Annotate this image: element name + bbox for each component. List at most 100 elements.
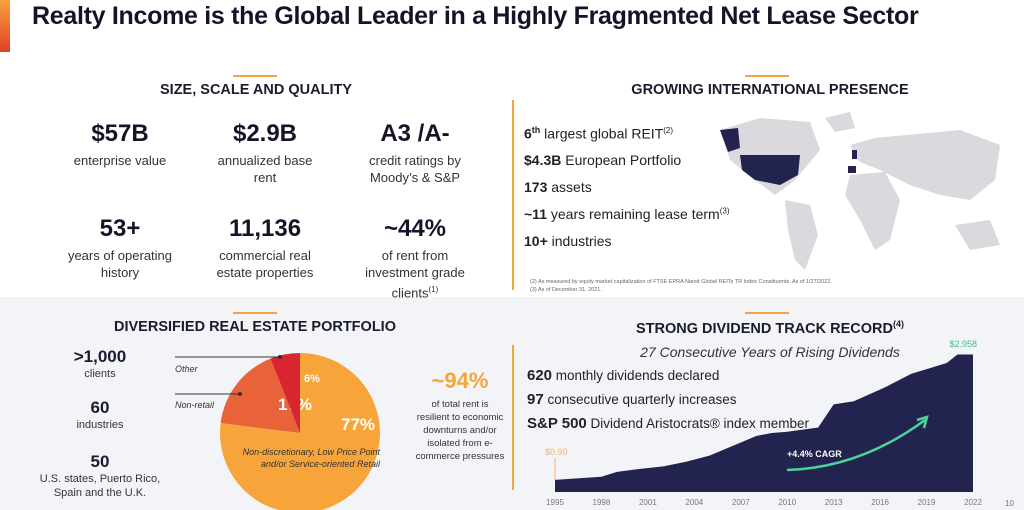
stat: 11,136 commercial real estate properties (190, 215, 340, 281)
portfolio-stat-value: 60 (90, 398, 110, 417)
divider (745, 75, 789, 77)
leader-dot (278, 355, 282, 359)
usa-highlight (740, 155, 800, 185)
intl-value: 173 (524, 179, 548, 195)
pie-label-retail: Non-discretionary, Low Price Point and/o… (242, 447, 380, 469)
stat-value: $2.9B (232, 120, 298, 147)
stat: A3 /A-credit ratings by Moody’s & S&P (340, 120, 490, 186)
leader-dot (238, 392, 242, 396)
pie-slice (270, 353, 300, 433)
x-tick-label: 2022 (964, 498, 982, 507)
portfolio-stat: 60 industries (55, 398, 145, 432)
intl-text: assets (547, 179, 592, 195)
portfolio-stat: >1,000 clients (55, 347, 145, 381)
stat-value: 53+ (99, 215, 141, 242)
stat-label: enterprise value (73, 153, 167, 168)
page-number: 10 (1005, 499, 1014, 508)
resilient-label: of total rent is resilient to economic d… (415, 399, 505, 462)
uk-highlight (852, 150, 857, 159)
portfolio-stat-value: >1,000 (73, 347, 127, 366)
intl-item: $4.3B European Portfolio (524, 152, 681, 168)
dividend-chart: 1995 1998 2001 2004 2007 2010 2013 2016 2019 2022… (545, 339, 982, 507)
dividend-heading-text: STRONG DIVIDEND TRACK RECORD (636, 320, 893, 337)
stat-value: $57B (91, 120, 149, 147)
page-title: Realty Income is the Global Leader in a … (32, 2, 919, 30)
divider (745, 312, 789, 314)
dividend-item: 97 consecutive quarterly increases (527, 391, 737, 408)
pie-slice (220, 353, 380, 510)
growth-arrow (786, 418, 926, 472)
portfolio-stat-label: industries (76, 419, 124, 431)
intl-value: $4.3B (524, 152, 562, 168)
footnote: (3) As of December 31, 2021. (530, 287, 602, 293)
divider (512, 345, 514, 490)
stat-value: 11,136 (228, 215, 302, 242)
intl-value: 10+ (524, 233, 548, 249)
x-tick-label: 1995 (546, 498, 564, 507)
footnote-marker: (2) (663, 126, 674, 135)
dividend-text: consecutive quarterly increases (543, 392, 737, 407)
pie-value-label: 6% (304, 373, 320, 385)
pie-label-nonretail: Non-retail (175, 400, 215, 410)
stat-value: A3 /A- (380, 120, 450, 147)
portfolio-stat: 50 U.S. states, Puerto Rico, Spain and th… (35, 452, 165, 500)
footnote: (2) As measured by equity market capital… (530, 279, 832, 285)
world-map (720, 112, 1000, 270)
intl-value: ~11 (524, 206, 547, 222)
dividend-subtitle: 27 Consecutive Years of Rising Dividends (640, 344, 900, 360)
pie-chart: 77%17%6% (175, 353, 380, 510)
x-tick-label: 1998 (593, 498, 611, 507)
portfolio-stat-label: clients (84, 368, 116, 380)
intl-value: 6 (524, 125, 532, 142)
intl-text: industries (547, 233, 612, 249)
size-heading: SIZE, SCALE AND QUALITY (160, 82, 352, 98)
dividend-value: 97 (527, 391, 544, 408)
x-tick-label: 2016 (871, 498, 889, 507)
divider (233, 312, 277, 314)
stat-label: credit ratings by Moody’s & S&P (369, 153, 461, 185)
dividend-value: S&P 500 (527, 415, 587, 432)
dividend-value: 620 (527, 367, 553, 384)
ordinal: th (531, 125, 541, 135)
stat: $57B enterprise value (45, 120, 195, 169)
stat: $2.9B annualized base rent (190, 120, 340, 186)
x-tick-label: 2007 (732, 498, 750, 507)
dividend-item: 620 monthly dividends declared (527, 367, 719, 384)
stat: 53+ years of operating history (45, 215, 195, 281)
accent-bar (0, 0, 10, 52)
x-tick-label: 2001 (639, 498, 657, 507)
divider (233, 75, 277, 77)
intl-item: 6th largest global REIT(2) (524, 125, 673, 142)
stat-label: of rent from investment grade clients (365, 248, 465, 301)
stat: ~44% of rent from investment grade client… (340, 215, 490, 301)
x-tick-label: 2019 (918, 498, 936, 507)
stat-label: annualized base rent (217, 153, 313, 185)
pie-label-other: Other (175, 364, 198, 374)
stat-label: years of operating history (67, 248, 173, 280)
x-tick-label: 2010 (778, 498, 796, 507)
portfolio-stat-value: 50 (90, 452, 110, 471)
pie-slice (220, 358, 300, 433)
intl-heading: GROWING INTERNATIONAL PRESENCE (631, 82, 909, 98)
x-tick-label: 2013 (825, 498, 843, 507)
intl-item: 173 assets (524, 179, 592, 195)
resilient-value: ~94% (431, 368, 489, 393)
intl-text: years remaining lease term (546, 206, 720, 222)
pie-value-label: 77% (341, 415, 375, 434)
dividend-text: monthly dividends declared (552, 368, 720, 383)
area-series (555, 354, 973, 492)
dividend-heading: STRONG DIVIDEND TRACK RECORD(4) (600, 319, 940, 337)
end-value-label: $2.958 (950, 339, 978, 349)
x-tick-label: 2004 (685, 498, 703, 507)
spain-highlight (848, 166, 856, 173)
intl-item: ~11 years remaining lease term(3) (524, 206, 730, 222)
footnote-marker: (1) (428, 285, 439, 294)
portfolio-heading: DIVERSIFIED REAL ESTATE PORTFOLIO (114, 319, 396, 335)
divider (512, 100, 514, 290)
resilient-stat: ~94% of total rent is resilient to econo… (415, 368, 505, 463)
stat-value: ~44% (383, 215, 447, 242)
footnote-marker: (3) (719, 206, 730, 216)
alaska-highlight (720, 128, 740, 152)
dividend-item: S&P 500 Dividend Aristocrats® index memb… (527, 415, 809, 432)
intl-text: largest global REIT (540, 125, 664, 142)
